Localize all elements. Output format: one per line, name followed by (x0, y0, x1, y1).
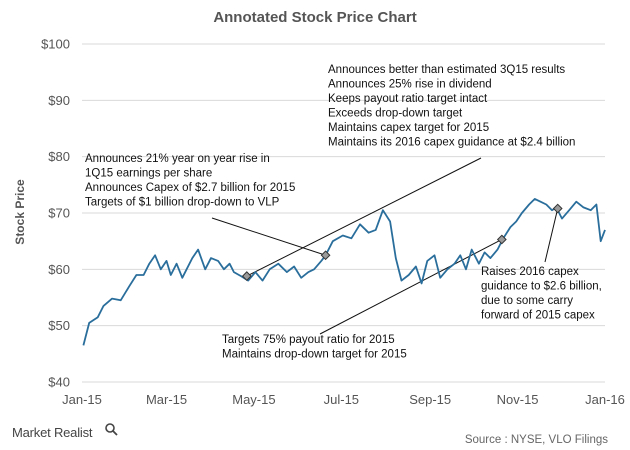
annotation-payout: Targets 75% payout ratio for 2015 Mainta… (222, 334, 407, 361)
annotation-1q15-line: Targets of $1 billion drop-down to VLP (85, 197, 280, 209)
annotation-1q15: Announces 21% year on year rise in 1Q15 … (85, 153, 299, 209)
annotation-capex-raise-line: forward of 2015 capex (481, 310, 595, 322)
leader-line (319, 239, 503, 335)
market-realist-logo: Market Realist (12, 423, 118, 440)
x-tick-label: Nov-15 (497, 392, 539, 407)
y-tick-label: $100 (41, 37, 70, 52)
y-tick-label: $50 (48, 318, 70, 333)
leader-line (246, 157, 482, 277)
annotation-3q15-line: Exceeds drop-down target (328, 108, 463, 120)
chart-title: Annotated Stock Price Chart (213, 9, 416, 26)
annotation-3q15: Announces better than estimated 3Q15 res… (328, 64, 575, 149)
event-marker (320, 250, 331, 261)
y-axis-ticks: $40 $50 $60 $70 $80 $90 $100 (41, 37, 70, 390)
event-marker (241, 271, 252, 282)
y-tick-label: $40 (48, 375, 70, 390)
x-axis-ticks: Jan-15 Mar-15 May-15 Jul-15 Sep-15 Nov-15 Jan-… (62, 392, 625, 407)
annotation-3q15-line: Keeps payout ratio target intact (328, 93, 488, 105)
source-note: Source : NYSE, VLO Filings (465, 434, 608, 446)
annotation-1q15-line: 1Q15 earnings per share (85, 168, 212, 180)
series-line (82, 198, 606, 346)
y-tick-label: $90 (48, 93, 70, 108)
x-tick-label: May-15 (232, 392, 275, 407)
annotation-payout-line: Targets 75% payout ratio for 2015 (222, 334, 395, 346)
y-tick-label: $70 (48, 206, 70, 221)
event-marker (496, 234, 507, 245)
annotation-leader-lines (211, 157, 559, 335)
annotation-capex-raise-line: Raises 2016 capex (481, 266, 579, 278)
annotation-capex-raise-line: guidance to $2.6 billion, (481, 281, 602, 293)
annotation-payout-line: Maintains drop-down target for 2015 (222, 349, 407, 361)
annotation-1q15-line: Announces Capex of $2.7 billion for 2015 (85, 182, 295, 194)
brand-name: Market Realist (12, 425, 93, 440)
x-tick-label: Sep-15 (409, 392, 451, 407)
x-tick-label: Mar-15 (146, 392, 187, 407)
annotation-capex-raise: Raises 2016 capex guidance to $2.6 billi… (481, 266, 605, 322)
x-tick-label: Jul-15 (324, 392, 359, 407)
y-tick-label: $80 (48, 149, 70, 164)
event-marker (552, 203, 563, 214)
event-markers (241, 203, 563, 282)
annotation-1q15-line: Announces 21% year on year rise in (85, 153, 270, 165)
leader-line (211, 217, 326, 256)
x-tick-label: Jan-16 (585, 392, 625, 407)
annotation-3q15-line: Announces 25% rise in dividend (328, 79, 492, 91)
magnifier-icon (105, 423, 118, 436)
annotation-3q15-line: Announces better than estimated 3Q15 res… (328, 64, 565, 76)
x-tick-label: Jan-15 (62, 392, 102, 407)
y-axis-label: Stock Price (13, 179, 27, 245)
leader-line (544, 208, 559, 263)
y-tick-label: $60 (48, 262, 70, 277)
annotation-3q15-line: Maintains capex target for 2015 (328, 122, 489, 134)
annotation-capex-raise-line: due to some carry (481, 295, 573, 307)
annotation-3q15-line: Maintains its 2016 capex guidance at $2.… (328, 137, 575, 149)
